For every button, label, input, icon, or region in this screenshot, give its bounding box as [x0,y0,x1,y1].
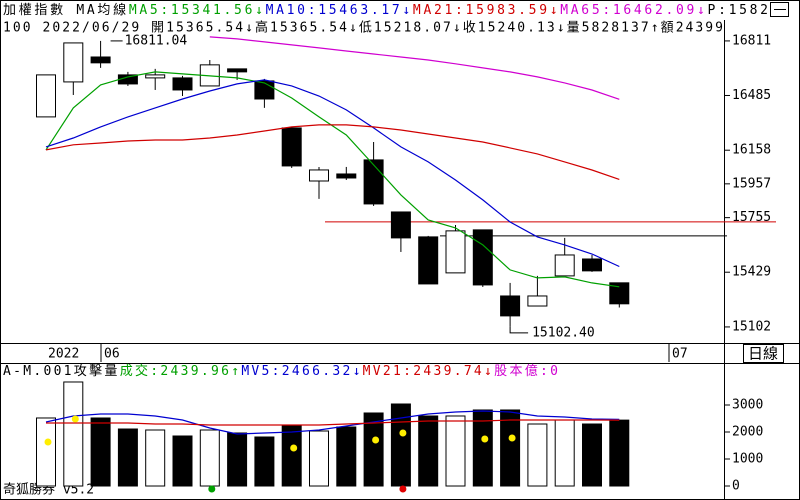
candle-body [609,282,630,305]
ma-line [45,124,620,180]
candle-body [500,295,521,317]
volume-bar [281,424,302,487]
candle-body [390,211,411,239]
candle-body [554,254,575,277]
volume-bar [36,417,56,487]
candle-body [63,42,84,83]
volume-bar [582,423,602,487]
volume-bar [309,430,329,487]
x-tick-label: 06 [104,347,120,362]
y2-tick-label: 3000 [732,397,763,412]
volume-bar [527,423,548,487]
y2-tick-label: 0 [732,479,740,494]
x-tick-label: 2022 [48,347,79,362]
period-label: 日線 [748,345,778,363]
volume-bar [117,428,138,487]
y2-tick-label: 1000 [732,452,763,467]
candle-body [227,68,248,73]
ma-line [45,71,620,288]
candle-body [336,173,357,179]
volume-bar [609,419,630,487]
signal-dot [399,429,407,437]
volume-bar [390,403,411,487]
period-button[interactable] [743,344,784,363]
candle-body [254,80,275,100]
volume-bar [336,426,357,487]
header-segment: MA5:15341.56↓ [129,3,263,18]
volume-bar [227,432,248,487]
signal-dot [481,435,489,443]
candle-body [309,169,329,182]
candle-body [472,229,493,286]
ma-line [45,79,620,268]
mv-line [46,419,620,426]
mv-line [45,410,620,435]
volume-bar [472,409,493,487]
volume-bar [63,381,84,487]
y-tick-label: 15102 [732,319,771,334]
candle-body [418,236,439,285]
ma-line [209,36,620,100]
volume-bar [199,429,220,487]
volume-bar [145,429,166,487]
y2-tick-label: 2000 [732,424,763,439]
volume-bar [172,435,193,487]
y-tick-label: 16158 [732,143,771,158]
volume-bar [363,412,384,487]
volume-bar [90,417,111,487]
annotation: 16811.04 [125,33,188,48]
candle-body [145,74,166,79]
candle-body [36,74,56,118]
y-tick-label: 15429 [732,265,771,280]
annotation: 15102.40 [532,325,595,340]
header-segment: A-M.001攻擊量 [3,363,117,379]
header-segment: 股本億:0 [494,363,558,379]
candle-body [363,159,384,205]
candle-body [445,230,466,274]
volume-bar [418,415,439,487]
y-tick-label: 15755 [732,210,771,225]
signal-dot [71,415,79,423]
header-segment: MV21:2439.74↓ [363,364,492,379]
candle-body [281,127,302,167]
signal-dot [290,444,298,452]
volume-bar [554,419,575,487]
candle-body [527,295,548,307]
volume-bar [254,436,275,487]
candle-body [90,56,111,64]
volume-bar [500,409,521,487]
signal-dot [399,485,407,493]
y-tick-label: 16485 [732,88,771,103]
signal-dot [44,438,52,446]
volume-bar [445,415,466,487]
signal-dot [208,485,216,493]
signal-dot [372,436,380,444]
annotation-leader [509,326,529,334]
signal-dot [508,434,516,442]
candle-body [582,258,602,272]
info-line: 100 2022/06/29 開15365.54↓高15365.54↓低1521… [3,20,723,36]
x-tick-label: 07 [672,347,688,362]
candle-body [172,77,193,91]
y-tick-label: 15957 [732,176,771,191]
y-tick-label: 16811 [732,33,771,48]
